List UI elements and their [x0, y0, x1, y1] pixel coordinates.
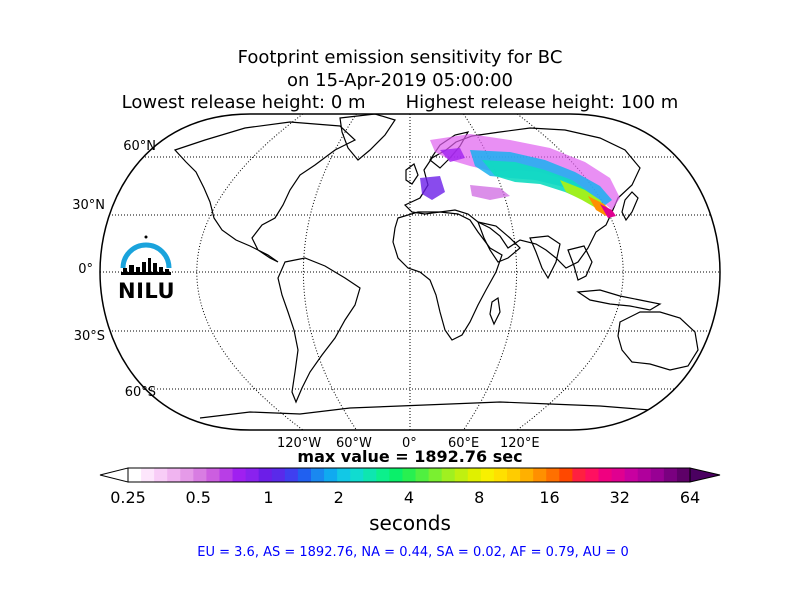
colorbar-segment: [559, 468, 573, 482]
india-outline: [529, 235, 561, 280]
colorbar-segment: [219, 468, 234, 482]
lat-label-60s: 60°S: [124, 385, 156, 400]
nilu-logo-icon: [120, 235, 172, 275]
plot-title-line-1: Footprint emission sensitivity for BC: [237, 47, 563, 68]
footprint-overlay: [420, 134, 620, 218]
colorbar-tick-label: 16: [539, 488, 560, 507]
lon-label-0: 0°: [402, 436, 417, 451]
colorbar-segment: [663, 468, 678, 482]
colorbar-segment: [507, 468, 521, 482]
colorbar-tick-label: 64: [679, 488, 701, 507]
colorbar-segment: [284, 468, 299, 482]
colorbar-tick-label: 0.5: [185, 488, 211, 507]
colorbar-segment: [350, 468, 364, 482]
plot-title-line-2: on 15-Apr-2019 05:00:00: [286, 70, 513, 91]
lat-label-30s: 30°S: [73, 329, 105, 344]
arabia-outline: [477, 221, 521, 263]
colorbar-segment: [232, 468, 247, 482]
colorbar-segment: [297, 468, 312, 482]
africa-outline: [392, 211, 503, 341]
colorbar-segment: [598, 468, 613, 482]
colorbar-segment: [376, 468, 390, 482]
new-zealand-outline: [699, 364, 713, 392]
colorbar-segment: [402, 468, 417, 482]
north-america-outline: [173, 121, 357, 263]
japan-outline: [621, 191, 639, 222]
madagascar-outline: [489, 296, 501, 326]
southeast-asia-outline: [567, 245, 593, 281]
lat-label-60n: 60°N: [123, 139, 156, 154]
lon-label-120w: 120°W: [277, 436, 322, 451]
max-value-label: max value = 1892.76 sec: [297, 447, 523, 466]
colorbar-label: seconds: [369, 511, 451, 535]
colorbar-segment: [637, 468, 652, 482]
indonesia-outline: [576, 289, 662, 311]
colorbar-segment: [428, 468, 443, 482]
colorbar-segment: [310, 468, 325, 482]
lon-label-60e: 60°E: [448, 436, 480, 451]
colorbar-segment: [441, 468, 456, 482]
colorbar-segment: [480, 468, 495, 482]
colorbar-segment: [624, 468, 639, 482]
colorbar-frame: [127, 467, 691, 483]
colorbar-segment: [415, 468, 430, 482]
south-america-outline: [277, 257, 361, 404]
colorbar-segment: [154, 468, 168, 482]
colorbar-segment: [650, 468, 665, 482]
colorbar-segment: [533, 468, 547, 482]
colorbar-segment: [611, 468, 626, 482]
colorbar-segment: [546, 468, 560, 482]
colorbar-over-arrow: [689, 467, 721, 483]
colorbar-segment: [337, 468, 351, 482]
colorbar-segment: [676, 468, 691, 482]
colorbar-segment: [324, 468, 338, 482]
colorbar-tick-label: 2: [333, 488, 344, 507]
colorbar-segment: [572, 468, 586, 482]
colorbar-segment: [141, 468, 155, 482]
colorbar-tick-label: 8: [474, 488, 485, 507]
colorbar-under-arrow: [99, 467, 129, 483]
colorbar-segment: [180, 468, 194, 482]
colorbar-tick-label: 32: [609, 488, 630, 507]
meridian-line: [303, 114, 357, 430]
colorbar-segment: [493, 468, 508, 482]
lon-label-120e: 120°E: [500, 436, 540, 451]
colorbar-segment: [128, 468, 142, 482]
colorbar-tick-label: 1: [263, 488, 274, 507]
colorbar-segment: [454, 468, 469, 482]
australia-outline: [617, 311, 699, 371]
colorbar-segment: [271, 468, 286, 482]
regional-stats: EU = 3.6, AS = 1892.76, NA = 0.44, SA = …: [197, 545, 629, 560]
colorbar-tick-label: 0.25: [110, 488, 146, 507]
colorbar-tick-label: 4: [403, 488, 415, 507]
colorbar-segment: [193, 468, 207, 482]
lon-label-60w: 60°W: [336, 436, 372, 451]
greenland-outline: [339, 114, 396, 161]
colorbar-segment: [467, 468, 482, 482]
plot-title-line-3: Lowest release height: 0 m Highest relea…: [121, 92, 679, 113]
colorbar-segment: [167, 468, 181, 482]
british-isles-outline: [405, 163, 419, 185]
colorbar-segment: [363, 468, 377, 482]
colorbar-segment: [585, 468, 600, 482]
colorbar: [99, 467, 721, 483]
colorbar-segment: [520, 468, 534, 482]
nilu-logo-text: NILU: [118, 279, 176, 303]
map-border: [99, 113, 721, 431]
colorbar-segment: [258, 468, 273, 482]
colorbar-segment: [206, 468, 220, 482]
lat-label-0: 0°: [78, 262, 93, 277]
lat-label-30n: 30°N: [72, 198, 105, 213]
colorbar-segment: [245, 468, 260, 482]
colorbar-segment: [389, 468, 403, 482]
